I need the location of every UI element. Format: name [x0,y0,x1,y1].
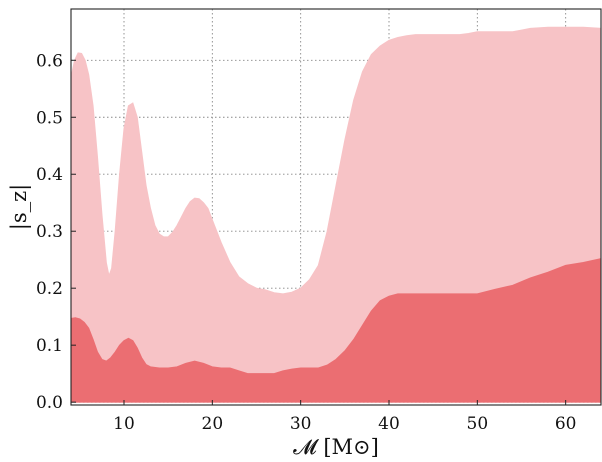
y-tick-label: 0.6 [36,51,63,71]
x-tick-label: 60 [555,414,577,434]
series-area-2 [70,257,602,403]
y-tick-label: 0.5 [36,108,63,128]
x-tick-label: 10 [113,414,135,434]
series-layer [70,26,602,403]
y-axis-label: |s_z| [7,184,32,231]
y-tick-label: 0.3 [36,222,63,242]
plot-frame [70,8,602,406]
y-tick-label: 0.1 [36,336,63,356]
y-tick-label: 0.0 [36,393,63,413]
x-tick-label: 50 [467,414,489,434]
x-tick-label: 40 [378,414,400,434]
ticks: 10 20 30 40 50 60 0.0 0.1 0.2 0.3 0.4 0.5 0.6 [36,51,577,434]
x-tick-label: 30 [290,414,312,434]
x-tick-label: 20 [202,414,224,434]
x-axis-label: 𝓜 [M⊙] [293,435,379,459]
y-tick-label: 0.4 [36,165,63,185]
y-tick-label: 0.2 [36,279,63,299]
